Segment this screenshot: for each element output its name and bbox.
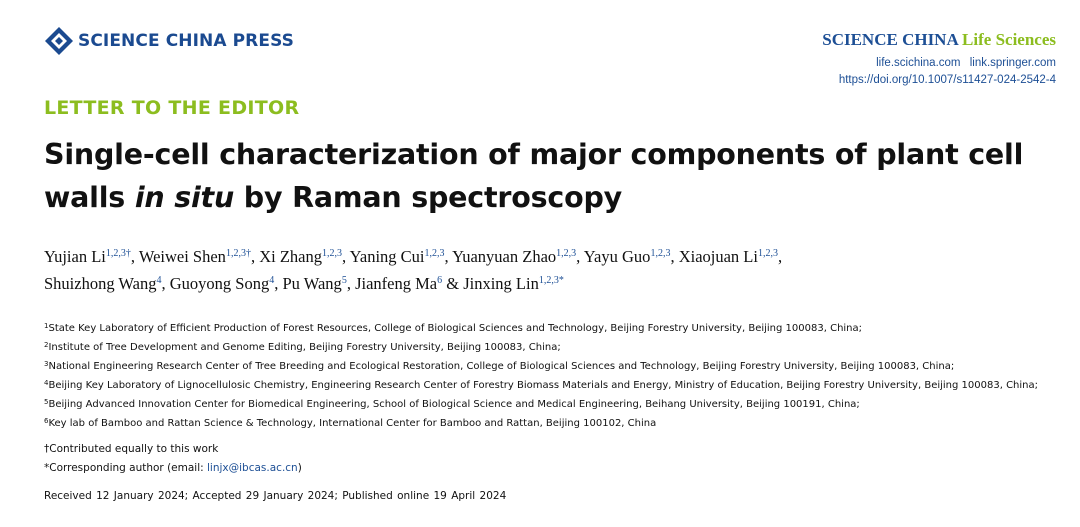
section-label: LETTER TO THE EDITOR: [44, 97, 300, 119]
contributed-note: †Contributed equally to this work: [44, 443, 219, 455]
author: Yuanyuan Zhao1,2,3: [452, 247, 576, 266]
affiliation-text: Key lab of Bamboo and Rattan Science & T…: [48, 418, 657, 429]
author-name: Jianfeng Ma: [355, 274, 438, 293]
affiliation-number: 2: [44, 341, 49, 349]
author-list: Yujian Li1,2,3†, Weiwei Shen1,2,3†, Xi Z…: [44, 247, 783, 293]
affiliation-item: 1State Key Laboratory of Efficient Produ…: [44, 319, 1064, 338]
title-part2: by Raman spectroscopy: [243, 181, 623, 214]
author-name: Pu Wang: [282, 274, 342, 293]
journal-link-scichina[interactable]: life.scichina.com: [876, 57, 961, 69]
publisher-logo: SCIENCE CHINA PRESS: [44, 26, 294, 56]
author: Guoyong Song4: [170, 274, 274, 293]
author-affiliation-sup: 4: [156, 275, 162, 286]
author: Xiaojuan Li1,2,3: [679, 247, 778, 266]
journal-name-sub: Life Sciences: [962, 30, 1056, 49]
author-name: Xi Zhang: [259, 247, 322, 266]
author-name: Yujian Li: [44, 247, 106, 266]
affiliation-number: 1: [44, 322, 49, 330]
author-affiliation-sup: 1,2,3: [424, 248, 445, 259]
journal-link-springer[interactable]: link.springer.com: [969, 57, 1056, 69]
author: Shuizhong Wang4: [44, 274, 162, 293]
author-affiliation-sup: 1,2,3: [321, 248, 342, 259]
affiliation-item: 3National Engineering Research Center of…: [44, 357, 1064, 376]
affiliation-text: Beijing Key Laboratory of Lignocellulosi…: [48, 380, 1039, 391]
author: Jianfeng Ma6: [355, 274, 442, 293]
author: Jinxing Lin1,2,3*: [463, 274, 564, 293]
affiliation-item: 4Beijing Key Laboratory of Lignocellulos…: [44, 376, 1064, 395]
affiliation-item: 2Institute of Tree Development and Genom…: [44, 338, 1064, 357]
author-affiliation-sup: 4: [269, 275, 275, 286]
author-name: Yayu Guo: [583, 247, 651, 266]
author-affiliation-sup: 6: [437, 275, 443, 286]
affiliation-number: 3: [44, 360, 49, 368]
journal-links: life.scichina.com link.springer.com http…: [822, 55, 1056, 89]
author-name: Yuanyuan Zhao: [452, 247, 557, 266]
corresponding-note: *Corresponding author (email: linjx@ibca…: [44, 459, 302, 478]
affiliation-item: 5Beijing Advanced Innovation Center for …: [44, 395, 1064, 414]
author: Weiwei Shen1,2,3†: [139, 247, 251, 266]
affiliation-text: National Engineering Research Center of …: [48, 361, 955, 372]
affiliation-text: Beijing Advanced Innovation Center for B…: [48, 399, 860, 410]
corresponding-prefix: *Corresponding author (email:: [44, 462, 208, 474]
affiliation-number: 5: [44, 398, 49, 406]
author-affiliation-sup: 1,2,3†: [225, 248, 251, 259]
author-affiliation-sup: 1,2,3*: [538, 275, 564, 286]
author-affiliation-sup: 1,2,3: [556, 248, 577, 259]
author-name: Weiwei Shen: [138, 247, 226, 266]
journal-name-main: SCIENCE CHINA: [822, 30, 958, 49]
doi-link[interactable]: https://doi.org/10.1007/s11427-024-2542-…: [838, 74, 1056, 86]
author: Yayu Guo1,2,3: [584, 247, 671, 266]
publication-dates: Received 12 January 2024; Accepted 29 Ja…: [44, 490, 507, 502]
affiliation-list: 1State Key Laboratory of Efficient Produ…: [44, 319, 1064, 433]
author-affiliation-sup: 1,2,3: [757, 248, 778, 259]
corresponding-suffix: ): [297, 462, 302, 474]
author-name: Guoyong Song: [169, 274, 270, 293]
author-affiliation-sup: 1,2,3†: [105, 248, 131, 259]
author-name: Yaning Cui: [349, 247, 425, 266]
title-italic: in situ: [134, 181, 235, 214]
author-name: Xiaojuan Li: [678, 247, 758, 266]
journal-title: SCIENCE CHINA Life Sciences: [822, 30, 1056, 50]
article-title: Single-cell characterization of major co…: [44, 133, 1054, 219]
author-affiliation-sup: 1,2,3: [650, 248, 671, 259]
affiliation-number: 4: [44, 379, 49, 387]
affiliation-text: State Key Laboratory of Efficient Produc…: [48, 323, 863, 334]
author: Pu Wang5: [282, 274, 346, 293]
corresponding-email[interactable]: linjx@ibcas.ac.cn: [207, 462, 298, 474]
science-china-press-logo-icon: [45, 27, 73, 55]
title-part1: Single-cell characterization of major co…: [44, 138, 1024, 214]
author: Yujian Li1,2,3†: [44, 247, 131, 266]
affiliation-item: 6Key lab of Bamboo and Rattan Science & …: [44, 414, 1064, 433]
author-name: Jinxing Lin: [463, 274, 539, 293]
affiliation-number: 6: [44, 417, 49, 425]
affiliation-text: Institute of Tree Development and Genome…: [48, 342, 561, 353]
author-affiliation-sup: 5: [341, 275, 347, 286]
author: Xi Zhang1,2,3: [259, 247, 342, 266]
author: Yaning Cui1,2,3: [350, 247, 445, 266]
publisher-name: SCIENCE CHINA PRESS: [78, 31, 295, 51]
author-name: Shuizhong Wang: [44, 274, 157, 293]
author-notes: †Contributed equally to this work *Corre…: [44, 440, 302, 478]
journal-header: SCIENCE CHINA Life Sciences life.scichin…: [822, 30, 1056, 89]
